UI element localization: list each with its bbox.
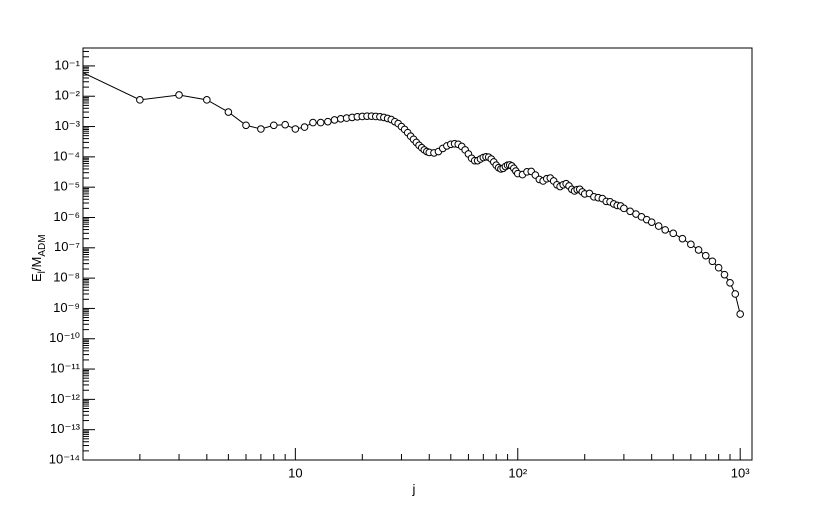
y-tick-label: 10⁻¹² (50, 391, 81, 406)
x-tick-label: 10 (288, 465, 302, 480)
data-point (330, 116, 339, 124)
data-point (281, 120, 289, 129)
data-point (309, 118, 317, 127)
data-point (136, 96, 144, 104)
y-tick-label: 10⁻⁶ (53, 209, 80, 224)
y-tick-label: 10⁻¹ (54, 57, 80, 72)
x-axis-label: j (412, 481, 416, 496)
x-tick-label: 10² (508, 465, 527, 480)
data-line (83, 72, 741, 315)
data-point (654, 222, 663, 230)
y-tick-label: 10⁻¹⁰ (49, 330, 80, 345)
y-tick-label: 10⁻⁷ (54, 239, 80, 254)
y-label-part: ADM (37, 234, 48, 256)
y-label-part: l (37, 271, 48, 273)
y-tick-label: 10⁻⁴ (53, 148, 80, 163)
plot-frame (82, 47, 753, 461)
data-point (300, 123, 309, 131)
data-point (714, 263, 723, 272)
y-label-part: E (29, 273, 44, 282)
data-point (726, 279, 734, 287)
data-point (257, 125, 265, 133)
data-point (316, 118, 325, 127)
y-label-part: /M (29, 257, 44, 271)
data-point (269, 121, 278, 130)
data-point (708, 257, 717, 266)
data-point (242, 121, 250, 130)
y-tick-label: 10⁻³ (54, 118, 80, 133)
y-tick-label: 10⁻¹⁴ (49, 451, 80, 466)
data-point (324, 117, 332, 126)
data-point (661, 226, 669, 234)
plot-area (83, 72, 744, 318)
y-tick-label: 10⁻⁹ (53, 300, 80, 315)
data-point (687, 240, 695, 249)
data-point (694, 246, 703, 254)
y-tick-label: 10⁻⁵ (53, 179, 80, 194)
data-point (620, 204, 628, 213)
x-tick-label: 10³ (731, 465, 750, 480)
data-point (175, 91, 183, 99)
data-point (736, 310, 744, 318)
data-point (720, 270, 729, 279)
data-point (669, 229, 678, 238)
y-tick-label: 10⁻² (54, 88, 80, 103)
data-point (224, 108, 233, 116)
data-point (731, 290, 740, 298)
data-point (647, 218, 656, 226)
data-point (701, 251, 710, 260)
y-tick-label: 10⁻⁸ (53, 270, 80, 285)
y-tick-label: 10⁻¹³ (50, 421, 81, 436)
data-point (203, 96, 211, 104)
y-axis-label: El/MADM (29, 234, 47, 282)
y-tick-label: 10⁻¹¹ (50, 360, 81, 375)
data-point (678, 234, 687, 243)
data-point (291, 125, 300, 133)
